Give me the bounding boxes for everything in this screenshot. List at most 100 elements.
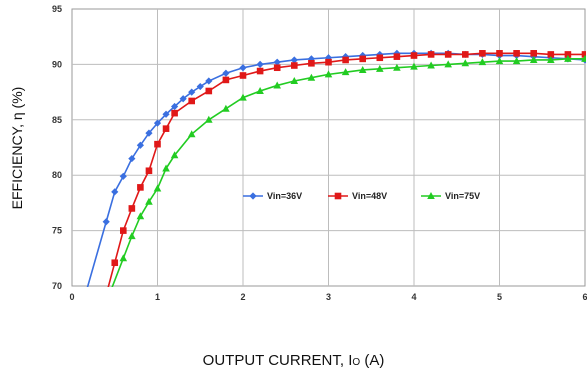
y-tick-label: 80 bbox=[52, 170, 62, 180]
data-point-vin-75v bbox=[581, 54, 586, 62]
y-tick-label: 90 bbox=[52, 59, 62, 69]
data-point-vin-48v bbox=[530, 50, 537, 57]
data-point-vin-36v bbox=[188, 88, 196, 96]
legend-item-vin-36v: Vin=36V bbox=[243, 191, 302, 201]
data-point-vin-36v bbox=[393, 49, 401, 57]
data-point-vin-75v bbox=[205, 115, 213, 123]
data-point-vin-48v bbox=[137, 184, 144, 191]
data-point-vin-48v bbox=[120, 227, 127, 234]
data-point-vin-48v bbox=[256, 67, 264, 75]
y-tick-label: 70 bbox=[52, 281, 62, 291]
data-point-vin-48v bbox=[222, 76, 230, 84]
data-point-vin-48v bbox=[581, 51, 586, 58]
data-point-vin-75v bbox=[162, 164, 170, 172]
data-point-vin-36v bbox=[171, 102, 179, 111]
data-point-vin-75v bbox=[461, 59, 470, 67]
data-point-vin-36v bbox=[239, 64, 247, 72]
legend-item-vin-48v: Vin=48V bbox=[328, 191, 387, 201]
x-tick-label: 0 bbox=[69, 292, 74, 302]
legend-swatch-marker bbox=[334, 192, 342, 200]
data-point-vin-75v bbox=[307, 73, 316, 81]
data-point-vin-75v bbox=[427, 61, 435, 69]
data-point-vin-48v bbox=[564, 51, 572, 58]
data-point-vin-36v bbox=[119, 172, 127, 180]
data-point-vin-48v bbox=[145, 167, 153, 175]
series-line-vin-75v bbox=[111, 58, 585, 287]
series-group bbox=[86, 49, 586, 287]
data-point-vin-75v bbox=[290, 77, 299, 85]
y-tick-label: 75 bbox=[52, 226, 62, 236]
data-point-vin-48v bbox=[496, 50, 503, 57]
data-point-vin-75v bbox=[145, 197, 153, 205]
data-point-vin-48v bbox=[393, 53, 401, 60]
x-axis-label-unit: (A) bbox=[360, 352, 385, 369]
legend-swatch-marker bbox=[249, 192, 257, 200]
x-tick-label: 3 bbox=[326, 292, 331, 302]
x-axis-label: OUTPUT CURRENT, IO (A) bbox=[0, 352, 587, 369]
data-point-vin-36v bbox=[256, 60, 264, 68]
data-point-vin-48v bbox=[359, 55, 366, 63]
data-point-vin-48v bbox=[444, 51, 452, 58]
data-point-vin-75v bbox=[170, 151, 179, 159]
data-point-vin-48v bbox=[205, 87, 213, 95]
series-vin-48v bbox=[107, 50, 586, 287]
data-point-vin-48v bbox=[410, 52, 418, 59]
data-point-vin-48v bbox=[273, 64, 281, 72]
data-point-vin-36v bbox=[153, 119, 162, 127]
data-point-vin-75v bbox=[376, 64, 384, 72]
legend-label: Vin=75V bbox=[445, 191, 480, 201]
legend-label: Vin=36V bbox=[267, 191, 302, 201]
data-point-vin-48v bbox=[325, 58, 332, 66]
data-point-vin-75v bbox=[222, 104, 230, 112]
data-point-vin-48v bbox=[376, 54, 384, 62]
data-point-vin-36v bbox=[342, 53, 350, 61]
data-point-vin-36v bbox=[136, 141, 144, 149]
data-point-vin-48v bbox=[239, 72, 247, 79]
data-point-vin-48v bbox=[188, 97, 195, 105]
data-point-vin-75v bbox=[187, 130, 196, 138]
data-point-vin-48v bbox=[462, 51, 469, 58]
y-tick-labels: 70 75 80 85 90 95 bbox=[52, 4, 62, 291]
data-point-vin-75v bbox=[119, 254, 128, 262]
data-point-vin-48v bbox=[128, 205, 136, 212]
data-point-vin-75v bbox=[495, 57, 504, 65]
data-point-vin-36v bbox=[102, 218, 110, 226]
data-point-vin-75v bbox=[239, 93, 247, 101]
data-point-vin-75v bbox=[256, 86, 264, 94]
data-point-vin-48v bbox=[479, 50, 486, 57]
data-point-vin-48v bbox=[171, 109, 178, 117]
y-tick-label: 95 bbox=[52, 4, 62, 14]
x-axis-label-main: OUTPUT CURRENT, I bbox=[202, 352, 353, 369]
data-point-vin-48v bbox=[513, 50, 520, 57]
data-point-vin-48v bbox=[154, 140, 161, 148]
data-point-vin-36v bbox=[205, 77, 213, 85]
legend-label: Vin=48V bbox=[352, 191, 387, 201]
data-point-vin-36v bbox=[273, 58, 281, 66]
data-point-vin-48v bbox=[162, 125, 170, 132]
data-point-vin-75v bbox=[273, 81, 281, 89]
data-point-vin-75v bbox=[128, 232, 136, 240]
data-point-vin-36v bbox=[145, 129, 153, 137]
x-tick-label: 2 bbox=[240, 292, 245, 302]
x-tick-label: 6 bbox=[582, 292, 587, 302]
series-vin-75v bbox=[111, 54, 586, 287]
data-point-vin-75v bbox=[358, 65, 367, 73]
data-point-vin-36v bbox=[179, 95, 187, 103]
data-point-vin-48v bbox=[291, 62, 298, 69]
x-tick-label: 4 bbox=[411, 292, 416, 302]
data-point-vin-36v bbox=[111, 188, 119, 196]
x-tick-label: 1 bbox=[155, 292, 160, 302]
data-point-vin-75v bbox=[136, 212, 145, 220]
data-point-vin-36v bbox=[290, 56, 298, 64]
data-point-vin-75v bbox=[478, 58, 487, 66]
data-point-vin-75v bbox=[529, 55, 538, 63]
data-point-vin-75v bbox=[341, 68, 350, 76]
data-point-vin-36v bbox=[359, 51, 367, 60]
data-point-vin-36v bbox=[196, 82, 204, 91]
data-point-vin-48v bbox=[308, 59, 315, 67]
data-point-vin-75v bbox=[444, 60, 452, 68]
data-point-vin-75v bbox=[393, 63, 401, 71]
data-point-vin-48v bbox=[427, 51, 435, 58]
x-axis-label-subscript: O bbox=[352, 357, 361, 368]
